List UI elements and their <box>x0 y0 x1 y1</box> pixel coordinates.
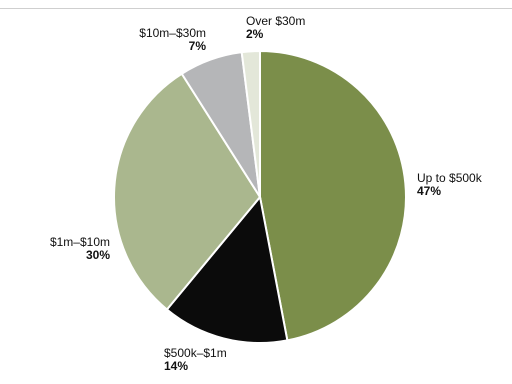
slice-label-name: $500k–$1m <box>164 346 227 360</box>
label-1m-10m: $1m–$10m 30% <box>20 236 110 262</box>
label-10m-30m: $10m–$30m 7% <box>112 27 206 53</box>
slice-label-name: $10m–$30m <box>139 26 206 40</box>
pie-slice-1m-10m <box>113 72 261 311</box>
slice-label-percent: 7% <box>188 39 206 53</box>
slice-label-percent: 30% <box>85 248 110 262</box>
label-500k-1m: $500k–$1m 14% <box>164 347 227 373</box>
slice-label-percent: 2% <box>246 27 264 41</box>
pie-slice-over-30m <box>240 49 261 198</box>
top-divider <box>0 8 512 9</box>
slice-label-percent: 47% <box>417 184 442 198</box>
slice-label-name: Over $30m <box>246 14 306 28</box>
slice-label-name: Up to $500k <box>417 171 482 185</box>
label-over-30m: Over $30m 2% <box>246 15 305 41</box>
pie-slice-500k-1m <box>165 196 289 344</box>
label-up-to-500k: Up to $500k 47% <box>417 172 482 198</box>
slice-label-percent: 14% <box>164 359 189 373</box>
slice-label-name: $1m–$10m <box>49 235 110 249</box>
pie-slice-up-to-500k <box>259 50 407 342</box>
